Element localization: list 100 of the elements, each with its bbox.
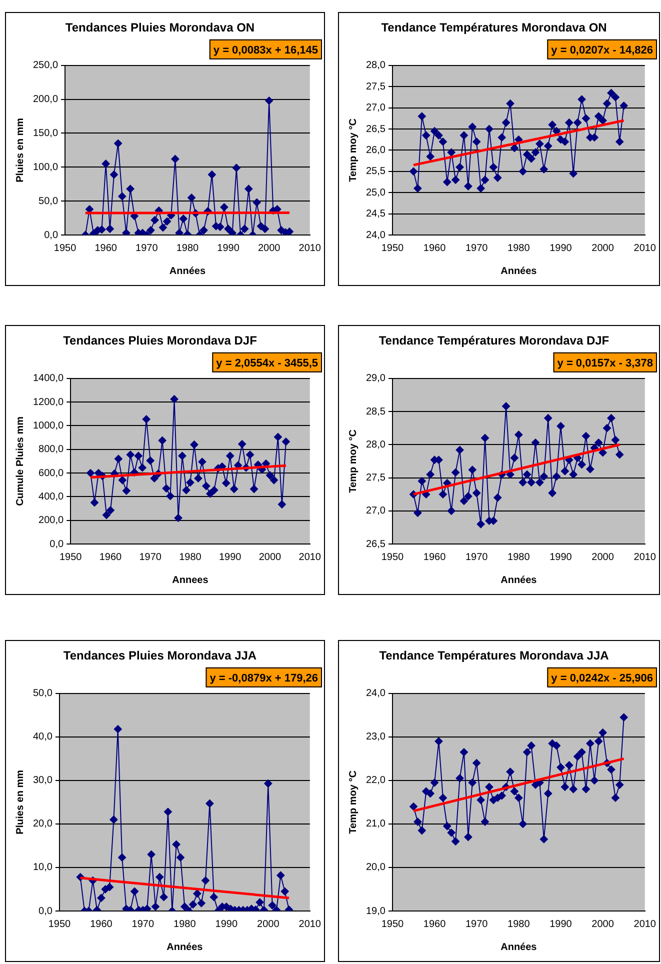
y-tick-label: 250,0 xyxy=(32,60,58,72)
x-axis-title: Années xyxy=(500,574,538,586)
y-tick-label: 23,0 xyxy=(366,732,386,743)
x-tick-label: 1990 xyxy=(550,918,572,930)
x-tick-label: 1980 xyxy=(179,552,202,563)
text: y = 0,0207x - 14,826 xyxy=(551,44,654,56)
y-tick-label: 30,0 xyxy=(32,775,53,786)
y-tick-label: 40,0 xyxy=(32,732,53,743)
y-tick-label: 0,0 xyxy=(44,230,58,241)
x-tick-label: 1960 xyxy=(423,918,446,930)
y-tick-label: 24,0 xyxy=(366,688,386,700)
y-tick-label: 20,0 xyxy=(366,862,386,874)
x-tick-label: 2010 xyxy=(298,242,322,254)
chart-title: Tendances Pluies Morondava ON xyxy=(65,20,255,35)
y-axis-title: Cumule Pluies mm xyxy=(14,416,26,506)
y-tick-label: 24,5 xyxy=(366,208,386,220)
chart-title: Tendance Températures Morondava DJF xyxy=(378,334,610,348)
x-tick-label: 1980 xyxy=(508,552,530,563)
y-tick-label: 100,0 xyxy=(32,162,58,173)
y-tick-label: 27,0 xyxy=(366,506,386,517)
x-tick-label: 1950 xyxy=(381,552,404,563)
y-tick-label: 150,0 xyxy=(32,128,58,139)
x-tick-label: 2010 xyxy=(634,918,656,930)
y-tick-label: 26,5 xyxy=(366,124,386,135)
x-tick-label: 1970 xyxy=(465,552,488,563)
y-tick-label: 25,0 xyxy=(366,187,386,198)
x-axis-title: Années xyxy=(500,266,538,277)
x-tick-label: 2010 xyxy=(634,242,656,254)
x-tick-label: 1980 xyxy=(176,242,200,254)
x-axis-title: Années xyxy=(166,942,204,953)
x-tick-label: 1980 xyxy=(508,918,530,930)
y-tick-label: 19,0 xyxy=(366,906,386,917)
y-tick-label: 28,5 xyxy=(366,406,386,418)
y-tick-label: 27,5 xyxy=(366,81,386,92)
y-tick-label: 400,0 xyxy=(38,491,64,502)
y-tick-label: 26,5 xyxy=(366,538,386,550)
x-tick-label: 1950 xyxy=(48,918,72,930)
x-tick-label: 1960 xyxy=(90,918,113,930)
text: y = 0,0083x + 16,145 xyxy=(213,44,318,56)
chart-title: Tendance Températures Morondava JJA xyxy=(379,648,610,663)
x-tick-label: 1990 xyxy=(215,918,238,930)
x-tick-label: 1970 xyxy=(139,552,162,563)
y-axis-title: Pluies en mm xyxy=(14,118,26,182)
x-tick-label: 1970 xyxy=(465,918,488,930)
x-tick-label: 1950 xyxy=(381,918,404,930)
x-axis-title: Annees xyxy=(172,574,209,586)
x-axis-title: Années xyxy=(500,942,538,953)
x-tick-label: 2000 xyxy=(258,242,281,254)
y-tick-label: 20,0 xyxy=(32,818,53,830)
x-tick-label: 2000 xyxy=(592,552,614,563)
x-tick-label: 1980 xyxy=(174,918,196,930)
x-tick-label: 2010 xyxy=(298,918,322,930)
x-axis-title: Années xyxy=(169,266,206,277)
y-tick-label: 21,0 xyxy=(366,818,386,830)
x-tick-label: 2000 xyxy=(592,242,614,254)
text: y = 0,0157x - 3,378 xyxy=(557,357,653,370)
y-tick-label: 800,0 xyxy=(38,444,64,456)
y-tick-label: 50,0 xyxy=(32,688,53,700)
x-tick-label: 2010 xyxy=(634,552,656,563)
y-tick-label: 0,0 xyxy=(38,906,53,917)
chart-title: Tendances Pluies Morondava DJF xyxy=(63,334,257,348)
text: y = 2,0554x - 3455,5 xyxy=(216,357,318,370)
y-tick-label: 24,0 xyxy=(366,230,386,241)
y-tick-label: 200,0 xyxy=(32,94,58,106)
y-tick-label: 50,0 xyxy=(38,196,58,207)
y-tick-label: 1400,0 xyxy=(32,373,64,384)
x-tick-label: 1960 xyxy=(99,552,122,563)
y-tick-label: 29,0 xyxy=(366,373,386,384)
x-tick-label: 1950 xyxy=(59,552,82,563)
y-tick-label: 200,0 xyxy=(38,515,64,526)
x-tick-label: 1990 xyxy=(218,552,242,563)
y-tick-label: 0,0 xyxy=(50,538,64,550)
x-tick-label: 1990 xyxy=(550,242,572,254)
x-tick-label: 1950 xyxy=(381,242,404,254)
y-tick-label: 26,0 xyxy=(366,144,386,156)
y-tick-label: 25,5 xyxy=(366,166,386,178)
x-tick-label: 1970 xyxy=(136,242,158,254)
y-tick-label: 22,0 xyxy=(366,775,386,786)
y-axis-title: Pluies en mm xyxy=(14,770,26,834)
y-tick-label: 1000,0 xyxy=(32,420,64,432)
x-tick-label: 1960 xyxy=(94,242,118,254)
x-tick-label: 2000 xyxy=(592,918,614,930)
y-tick-label: 10,0 xyxy=(32,862,53,874)
chart-title: Tendance Températures Morondava ON xyxy=(381,20,607,35)
x-tick-label: 2000 xyxy=(258,552,282,563)
y-axis-title: Temp moy °C xyxy=(348,770,359,834)
y-tick-label: 27,5 xyxy=(366,472,386,484)
text: y = -0,0879x + 179,26 xyxy=(210,672,318,684)
y-axis-title: Temp moy °C xyxy=(348,430,359,493)
y-tick-label: 27,0 xyxy=(366,102,386,114)
x-tick-label: 1950 xyxy=(54,242,77,254)
y-tick-label: 28,0 xyxy=(366,60,386,72)
x-tick-label: 1990 xyxy=(217,242,240,254)
y-tick-label: 28,0 xyxy=(366,439,386,450)
x-tick-label: 2000 xyxy=(257,918,280,930)
x-tick-label: 1960 xyxy=(423,242,446,254)
text: y = 0,0242x - 25,906 xyxy=(551,672,654,684)
x-tick-label: 1970 xyxy=(465,242,488,254)
y-tick-label: 1200,0 xyxy=(32,396,64,408)
x-tick-label: 1960 xyxy=(423,552,446,563)
